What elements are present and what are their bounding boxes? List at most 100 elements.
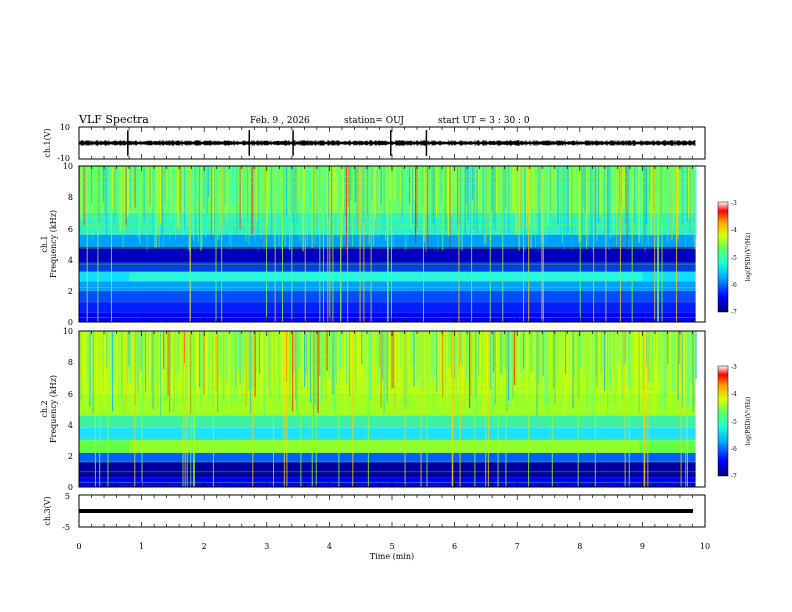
spectrogram-streak: [394, 166, 396, 201]
spectrogram-streak: [691, 331, 693, 387]
spectrogram-streak: [155, 166, 157, 248]
spectrogram-streak: [292, 166, 294, 222]
spectrogram-streak: [635, 166, 637, 225]
ch1-colorbar: -3 -4 -5 -6 -7 log(PSD)(V²/Hz): [717, 200, 752, 316]
spectrogram-hiss-band: [129, 440, 640, 453]
spectrogram-streak: [622, 166, 624, 198]
spectrogram-streak: [260, 331, 262, 407]
spectrogram-streak: [221, 331, 223, 408]
spectrogram-streak: [494, 331, 496, 406]
spectrogram-streak: [227, 166, 229, 228]
spectrogram-streak: [116, 166, 118, 215]
spectrogram-streak: [650, 331, 652, 393]
spectrogram-streak: [683, 166, 685, 221]
ch1-ytick-8: 8: [68, 193, 73, 202]
spectrogram-streak: [676, 331, 678, 380]
spectrogram-streak: [562, 331, 564, 408]
spectrogram-impulse: [624, 331, 626, 487]
spectrogram-streak: [638, 331, 640, 414]
spectrogram-streak: [584, 166, 586, 214]
spectrogram-streak: [214, 331, 216, 413]
spectrogram-streak: [283, 166, 285, 221]
spectrogram-streak: [526, 166, 528, 229]
spectrogram-streak: [476, 166, 478, 234]
spectrogram-streak: [503, 331, 505, 365]
spectrogram-streak: [614, 166, 616, 203]
spectrogram-streak: [397, 331, 399, 383]
spectrogram-streak: [383, 331, 385, 413]
spectrogram-streak: [365, 166, 367, 228]
spectrogram-streak: [247, 166, 249, 220]
spectrogram-streak: [425, 331, 427, 393]
spectrogram-streak: [428, 331, 430, 400]
spectrogram-streak: [535, 331, 537, 383]
spectrogram-streak: [481, 331, 483, 394]
spectrogram-streak: [283, 331, 285, 417]
spectrogram-streak: [557, 331, 559, 378]
spectrogram-streak: [511, 331, 513, 371]
ch1-waveform-panel: 10 -10 ch.1(V): [43, 123, 706, 163]
spectrogram-streak: [212, 166, 214, 235]
spectrogram-streak: [695, 331, 697, 379]
spectrogram-streak: [170, 331, 172, 374]
spectrogram-streak: [539, 331, 541, 397]
spectrogram-streak: [280, 331, 282, 416]
spectrogram-streak: [382, 331, 384, 380]
spectrogram-streak: [398, 166, 400, 218]
spectrogram-streak: [641, 331, 643, 387]
spectrogram-streak: [443, 166, 445, 230]
spectrogram-streak: [475, 166, 477, 222]
spectrogram-streak: [269, 331, 271, 399]
spectrogram-streak: [188, 331, 190, 392]
spectrogram-streak: [619, 166, 621, 216]
spectrogram-streak: [136, 331, 138, 390]
ch1-cbar-tick-m4: -4: [731, 227, 737, 234]
spectrogram-impulse: [656, 166, 658, 322]
spectrogram-streak: [287, 166, 289, 206]
spectrogram-streak: [668, 166, 670, 207]
spectrogram-streak: [421, 166, 423, 207]
spectrogram-streak: [395, 331, 397, 388]
spectrogram-streak: [451, 166, 453, 216]
spectrogram-streak: [304, 331, 306, 387]
spectrogram-streak: [343, 166, 345, 213]
spectrogram-streak: [502, 331, 504, 377]
spectrogram-streak: [185, 331, 187, 402]
spectrogram-streak: [665, 166, 667, 232]
spectrogram-streak: [548, 166, 550, 200]
spectrogram-streak: [604, 331, 606, 391]
spectrogram-impulse: [551, 331, 553, 487]
spectrogram-streak: [290, 331, 292, 381]
spectrogram-streak: [94, 331, 96, 380]
spectrogram-streak: [251, 166, 253, 234]
spectrogram-streak: [544, 166, 546, 231]
spectrogram-streak: [302, 166, 304, 252]
spectrogram-streak: [622, 331, 624, 401]
spectrogram-impulse: [86, 166, 88, 322]
spectrogram-streak: [569, 166, 571, 228]
spectrogram-streak: [404, 166, 406, 252]
spectrogram-streak: [620, 331, 622, 377]
spectrogram-streak: [140, 166, 142, 224]
spectrogram-streak: [674, 166, 676, 206]
spectrogram-streak: [659, 331, 661, 410]
spectrogram-streak: [539, 166, 541, 247]
spectrogram-streak: [535, 166, 537, 249]
spectrogram-streak: [136, 166, 138, 205]
ch2-ytick-8: 8: [68, 358, 73, 367]
spectrogram-streak: [118, 331, 120, 402]
spectrogram-streak: [452, 166, 454, 211]
spectrogram-streak: [385, 331, 387, 385]
spectrogram-streak: [206, 166, 208, 214]
spectrogram-streak: [296, 331, 298, 411]
spectrogram-impulse: [387, 166, 389, 322]
xtick-1: 1: [139, 542, 144, 551]
figure-title: VLF Spectra: [78, 113, 149, 126]
spectrogram-impulse: [685, 331, 687, 487]
spectrogram-streak: [398, 331, 400, 405]
spectrogram-streak: [580, 331, 582, 369]
spectrogram-streak: [649, 331, 651, 384]
spectrogram-streak: [584, 331, 586, 379]
spectrogram-streak: [605, 331, 607, 414]
spectrogram-streak: [335, 331, 337, 386]
